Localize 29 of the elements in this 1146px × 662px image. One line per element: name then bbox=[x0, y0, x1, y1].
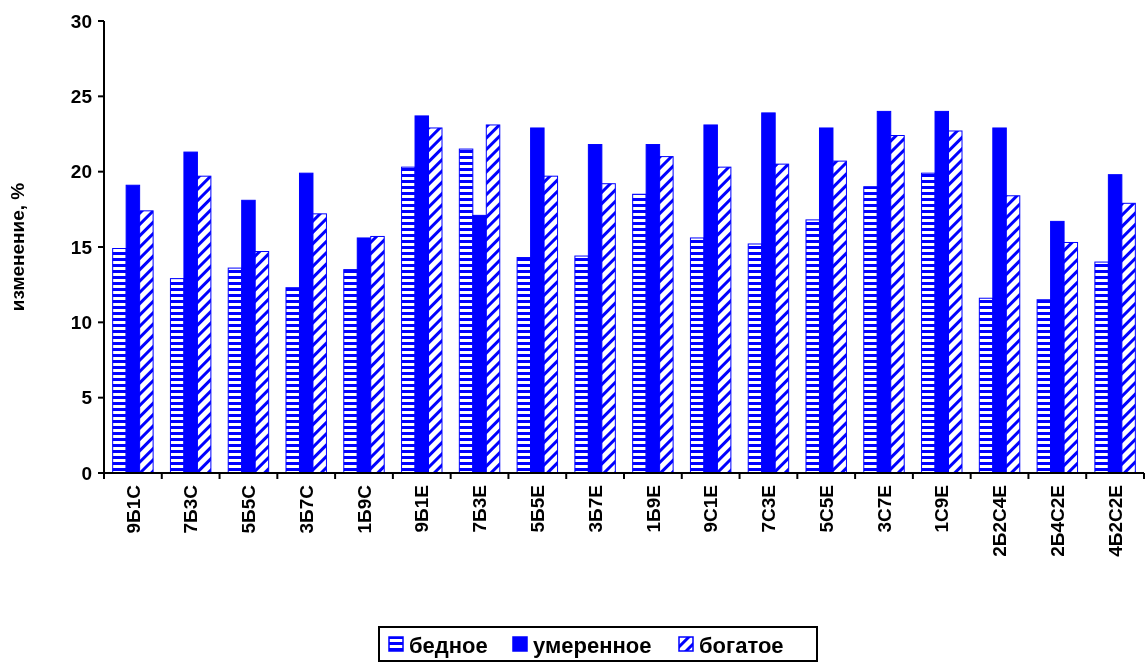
x-tick-label: 9Б1Е bbox=[411, 485, 433, 533]
x-tick-label: 9С1Е bbox=[700, 485, 722, 533]
x-tick-label: 5С5Е bbox=[815, 485, 837, 533]
x-tick-label: 7С3Е bbox=[758, 485, 780, 533]
y-tick-label: 25 bbox=[70, 85, 93, 107]
x-tick-label: 7Б3С bbox=[180, 484, 202, 534]
x-tick-label: 9Б1С bbox=[122, 484, 144, 534]
legend-label: богатое bbox=[699, 632, 784, 658]
y-tick-label: 10 bbox=[70, 311, 92, 333]
y-tick-label: 30 bbox=[70, 10, 92, 32]
x-tick-label: 2Б4С2Е bbox=[1046, 485, 1068, 557]
x-tick-label: 5Б5С bbox=[238, 484, 260, 534]
y-axis-title: изменение, % bbox=[7, 182, 28, 312]
x-tick-label: 3С7Е bbox=[873, 485, 895, 533]
y-tick-label: 5 bbox=[81, 387, 93, 409]
legend-label: умеренное bbox=[533, 632, 652, 658]
x-tick-label: 4Б2С2Е bbox=[1104, 485, 1126, 557]
y-tick-label: 15 bbox=[70, 236, 93, 258]
x-tick-label: 1С9Е bbox=[931, 485, 953, 533]
x-tick-label: 1Б9С bbox=[353, 484, 375, 534]
x-tick-label: 3Б7С bbox=[295, 484, 317, 534]
x-tick-label: 1Б9Е bbox=[642, 485, 664, 533]
legend-label: бедное bbox=[409, 632, 488, 658]
x-tick-label: 5Б5Е bbox=[526, 485, 548, 533]
x-tick-label: 7Б3Е bbox=[469, 485, 491, 533]
y-tick-label: 0 bbox=[81, 462, 92, 484]
x-tick-label: 3Б7Е bbox=[584, 485, 606, 533]
y-tick-label: 20 bbox=[70, 161, 92, 183]
x-tick-label: 2Б2С4Е bbox=[989, 485, 1011, 557]
